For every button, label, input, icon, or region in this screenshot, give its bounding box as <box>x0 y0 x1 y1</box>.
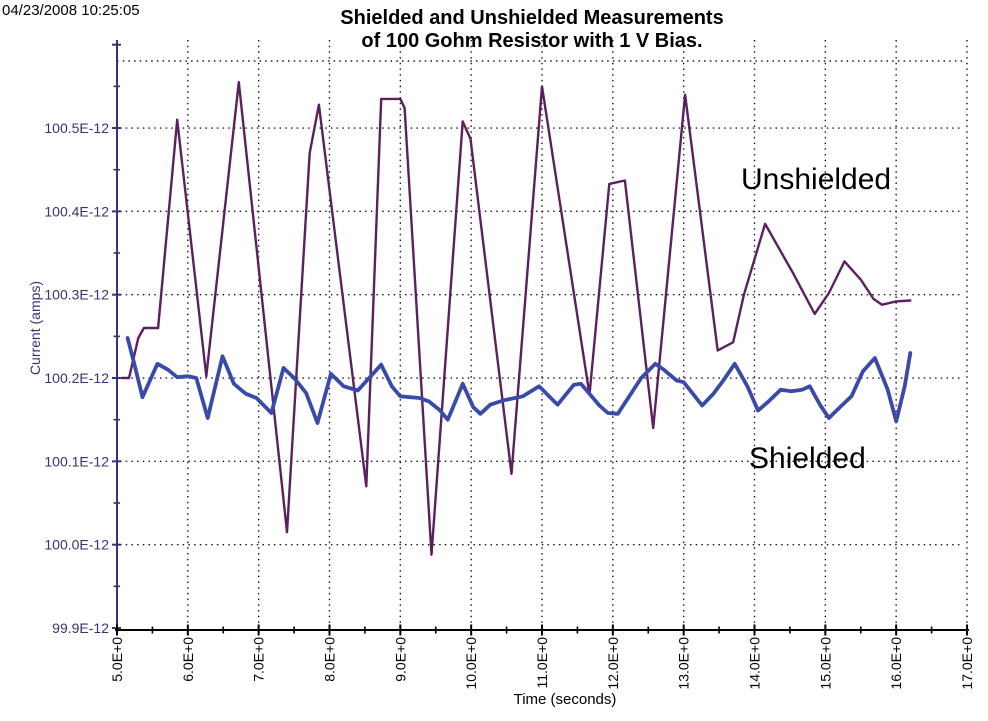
x-tick-label: 8.0E+0 <box>322 637 338 682</box>
x-tick-label: 16.0E+0 <box>888 637 904 690</box>
chart-title-line1: Shielded and Unshielded Measurements <box>340 7 724 29</box>
annotation-shielded: Shielded <box>749 442 866 475</box>
unshielded-series-line <box>120 80 912 556</box>
x-tick-label: 14.0E+0 <box>747 637 763 690</box>
y-tick-label: 100.2E-12 <box>44 370 109 386</box>
x-axis-title: Time (seconds) <box>513 691 617 708</box>
y-tick-label: 100.4E-12 <box>44 203 109 219</box>
y-axis-title: Current (amps) <box>27 280 43 376</box>
chart-title-line2: of 100 Gohm Resistor with 1 V Bias. <box>361 30 703 52</box>
chart-title: Shielded and Unshielded Measurements of … <box>117 7 947 53</box>
x-tick-label: 12.0E+0 <box>605 637 621 690</box>
y-tick-label: 100.1E-12 <box>44 453 109 469</box>
x-tick-label: 13.0E+0 <box>676 637 692 690</box>
x-tick-label: 6.0E+0 <box>180 637 196 682</box>
x-tick-label: 17.0E+0 <box>959 637 975 690</box>
timestamp: 04/23/2008 10:25:05 <box>2 2 140 19</box>
x-tick-label: 15.0E+0 <box>817 637 833 690</box>
shielded-series-line <box>125 336 913 425</box>
y-tick-label: 100.5E-12 <box>44 120 109 136</box>
x-tick-label: 7.0E+0 <box>251 637 267 682</box>
axes: 99.9E-12 100.0E-12 100.1E-12 100.2E-12 100.3… <box>44 40 975 690</box>
y-tick-label: 100.3E-12 <box>44 287 109 303</box>
x-tick-label: 5.0E+0 <box>109 637 125 682</box>
annotation-unshielded: Unshielded <box>741 163 892 196</box>
x-tick-label: 9.0E+0 <box>392 637 408 682</box>
y-tick-label: 100.0E-12 <box>44 537 109 553</box>
x-tick-label: 10.0E+0 <box>463 637 479 690</box>
x-tick-label: 11.0E+0 <box>534 637 550 689</box>
y-tick-label: 99.9E-12 <box>52 620 109 636</box>
